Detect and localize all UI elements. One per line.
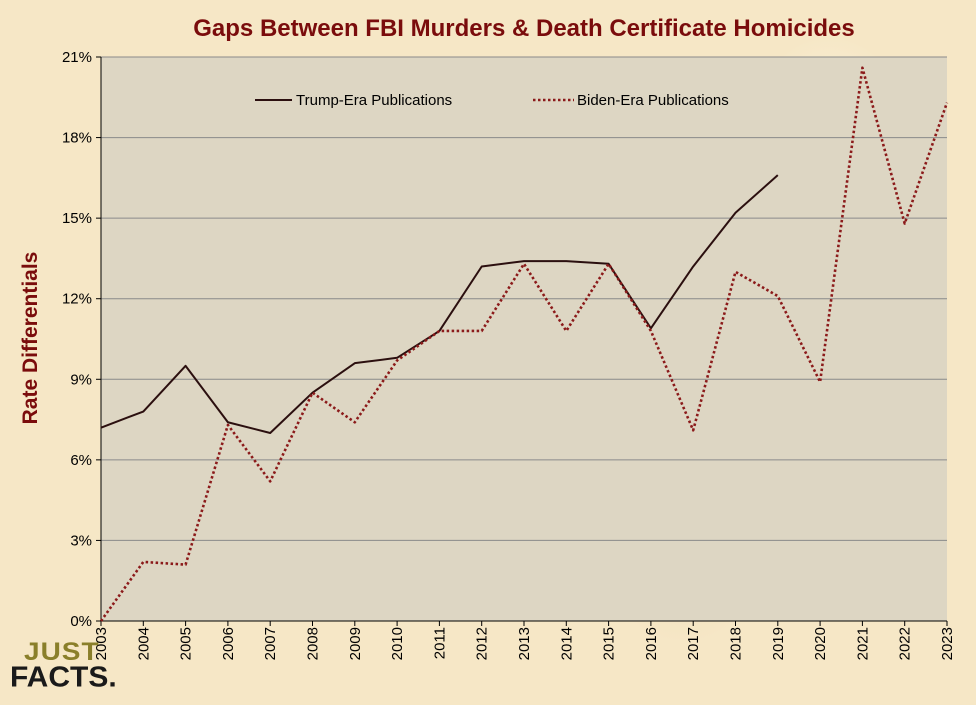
y-tick-label: 0%	[70, 613, 92, 630]
x-tick-label: 2012	[474, 627, 491, 660]
legend: Trump-Era Publications Biden-Era Publica…	[255, 92, 729, 109]
x-tick-label: 2011	[431, 627, 448, 659]
y-tick-label: 6%	[70, 452, 92, 469]
y-tick-labels: 0% 3% 6% 9% 12% 15% 18% 21%	[62, 49, 92, 630]
x-tick-label: 2023	[939, 627, 956, 660]
x-tick-label: 2010	[389, 627, 406, 660]
logo-facts-text: FACTS.	[10, 661, 117, 694]
y-tick-label: 21%	[62, 49, 92, 66]
logo-just-text: JUST	[24, 637, 100, 666]
x-tick-label: 2018	[728, 627, 745, 660]
x-tick-label: 2014	[558, 627, 575, 660]
legend-label-trump: Trump-Era Publications	[296, 92, 452, 109]
x-tick-label: 2017	[685, 627, 702, 660]
plot-area	[101, 57, 947, 621]
series-lines	[99, 66, 949, 622]
x-tick-label: 2015	[601, 627, 618, 660]
gridlines	[101, 56, 947, 541]
axes	[96, 56, 948, 626]
y-tick-label: 15%	[62, 210, 92, 227]
x-tick-label: 2019	[770, 627, 787, 660]
y-tick-label: 18%	[62, 130, 92, 147]
chart-title: Gaps Between FBI Murders & Death Certifi…	[193, 15, 855, 42]
x-tick-label: 2008	[305, 627, 322, 660]
x-tick-label: 2004	[135, 627, 152, 660]
x-tick-labels: 2003 2004 2005 2006 2007 2008 2009 2010 2011 2012…	[93, 627, 956, 660]
x-tick-label: 2007	[262, 627, 279, 660]
x-tick-label: 2016	[643, 627, 660, 660]
x-tick-label: 2009	[347, 627, 364, 660]
x-tick-label: 2021	[854, 627, 871, 660]
y-axis-label: Rate Differentials	[19, 252, 42, 425]
y-tick-label: 12%	[62, 291, 92, 308]
x-tick-label: 2020	[812, 627, 829, 660]
y-tick-label: 9%	[70, 371, 92, 388]
x-tick-label: 2022	[897, 627, 914, 660]
x-tick-label: 2013	[516, 627, 533, 660]
just-facts-logo: JUST FACTS.	[10, 638, 117, 693]
x-tick-label: 2006	[220, 627, 237, 660]
legend-label-biden: Biden-Era Publications	[577, 92, 729, 109]
y-tick-label: 3%	[70, 532, 92, 549]
x-tick-label: 2005	[178, 627, 195, 660]
x-tick-label: 2003	[93, 627, 110, 660]
series-line-trump-era	[100, 174, 779, 434]
series-line-biden-era	[99, 66, 949, 622]
